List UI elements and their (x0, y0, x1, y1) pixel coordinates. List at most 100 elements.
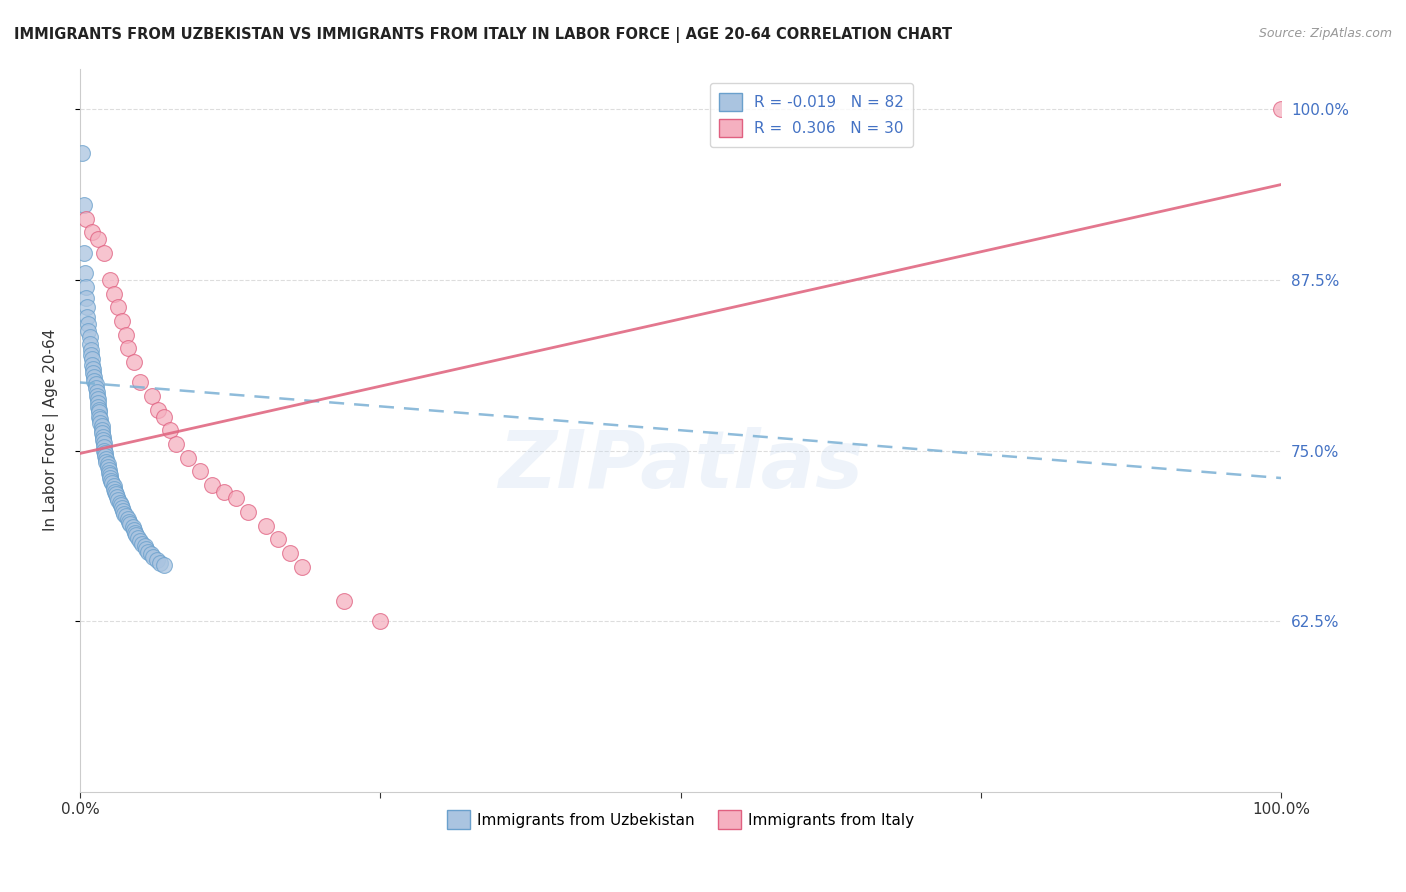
Point (122, 355, 145, 369)
Point (87, 396, 110, 410)
Point (89, 417, 111, 431)
Point (188, 464, 211, 478)
Point (146, 553, 169, 567)
Point (98, 468, 121, 483)
Point (96, 451, 118, 466)
Point (278, 546, 301, 560)
Point (153, 409, 176, 424)
Point (225, 491, 247, 506)
Point (94, 449, 117, 463)
Point (80, 358, 103, 372)
Point (112, 504, 135, 518)
Point (111, 314, 134, 328)
Text: ZIPatlas: ZIPatlas (498, 427, 863, 506)
Point (112, 507, 135, 521)
Point (127, 531, 149, 545)
Point (129, 533, 152, 548)
Point (236, 505, 259, 519)
Point (97, 460, 120, 475)
Point (124, 525, 146, 540)
Point (75, 291, 97, 305)
Point (142, 550, 165, 565)
Point (87, 232, 110, 246)
Point (146, 402, 169, 417)
Point (120, 517, 142, 532)
Point (104, 487, 127, 501)
Point (98, 471, 121, 485)
Point (80, 343, 103, 357)
Point (149, 556, 172, 570)
Point (93, 245, 115, 260)
Point (93, 440, 115, 454)
Point (254, 518, 277, 533)
Point (76, 310, 98, 324)
Point (96, 455, 118, 469)
Point (103, 482, 125, 496)
Point (82, 361, 104, 376)
Point (159, 423, 181, 437)
Text: IMMIGRANTS FROM UZBEKISTAN VS IMMIGRANTS FROM ITALY IN LABOR FORCE | AGE 20-64 C: IMMIGRANTS FROM UZBEKISTAN VS IMMIGRANTS… (14, 27, 952, 43)
Point (97, 463, 120, 477)
Point (177, 450, 200, 465)
Point (80, 348, 103, 362)
Point (129, 376, 152, 390)
Point (80, 352, 103, 367)
Point (1270, 103, 1292, 117)
Point (111, 501, 134, 516)
Point (110, 498, 132, 512)
Point (79, 330, 101, 344)
Legend: Immigrants from Uzbekistan, Immigrants from Italy: Immigrants from Uzbekistan, Immigrants f… (440, 804, 921, 835)
Point (114, 327, 136, 342)
Point (134, 539, 156, 553)
Point (90, 419, 112, 434)
Point (125, 528, 148, 542)
Point (105, 490, 128, 504)
Point (80, 225, 103, 239)
Point (104, 484, 127, 499)
Y-axis label: In Labor Force | Age 20-64: In Labor Force | Age 20-64 (44, 329, 59, 532)
Point (91, 430, 114, 444)
Point (138, 545, 160, 559)
Point (72, 146, 94, 161)
Point (83, 374, 105, 388)
Point (121, 520, 143, 534)
Point (73, 266, 96, 280)
Point (89, 402, 111, 417)
Point (93, 435, 115, 450)
Point (75, 211, 97, 226)
Point (139, 548, 162, 562)
Text: Source: ZipAtlas.com: Source: ZipAtlas.com (1258, 27, 1392, 40)
Point (141, 389, 163, 403)
Point (107, 301, 129, 315)
Point (72, 245, 94, 260)
Point (117, 342, 139, 356)
Point (135, 541, 157, 556)
Point (87, 400, 110, 414)
Point (86, 389, 108, 403)
Point (117, 512, 139, 526)
Point (114, 509, 136, 524)
Point (90, 423, 112, 437)
Point (122, 523, 145, 537)
Point (212, 484, 235, 499)
Point (89, 412, 111, 426)
Point (97, 458, 120, 472)
Point (89, 409, 111, 424)
Point (201, 478, 224, 492)
Point (91, 433, 114, 447)
Point (100, 474, 122, 488)
Point (165, 437, 187, 451)
Point (77, 317, 100, 331)
Point (101, 476, 124, 491)
Point (94, 446, 117, 460)
Point (267, 533, 290, 547)
Point (97, 466, 120, 480)
Point (153, 558, 176, 573)
Point (75, 280, 97, 294)
Point (72, 198, 94, 212)
Point (368, 615, 391, 629)
Point (90, 425, 112, 440)
Point (98, 273, 121, 287)
Point (87, 392, 110, 406)
Point (107, 492, 129, 507)
